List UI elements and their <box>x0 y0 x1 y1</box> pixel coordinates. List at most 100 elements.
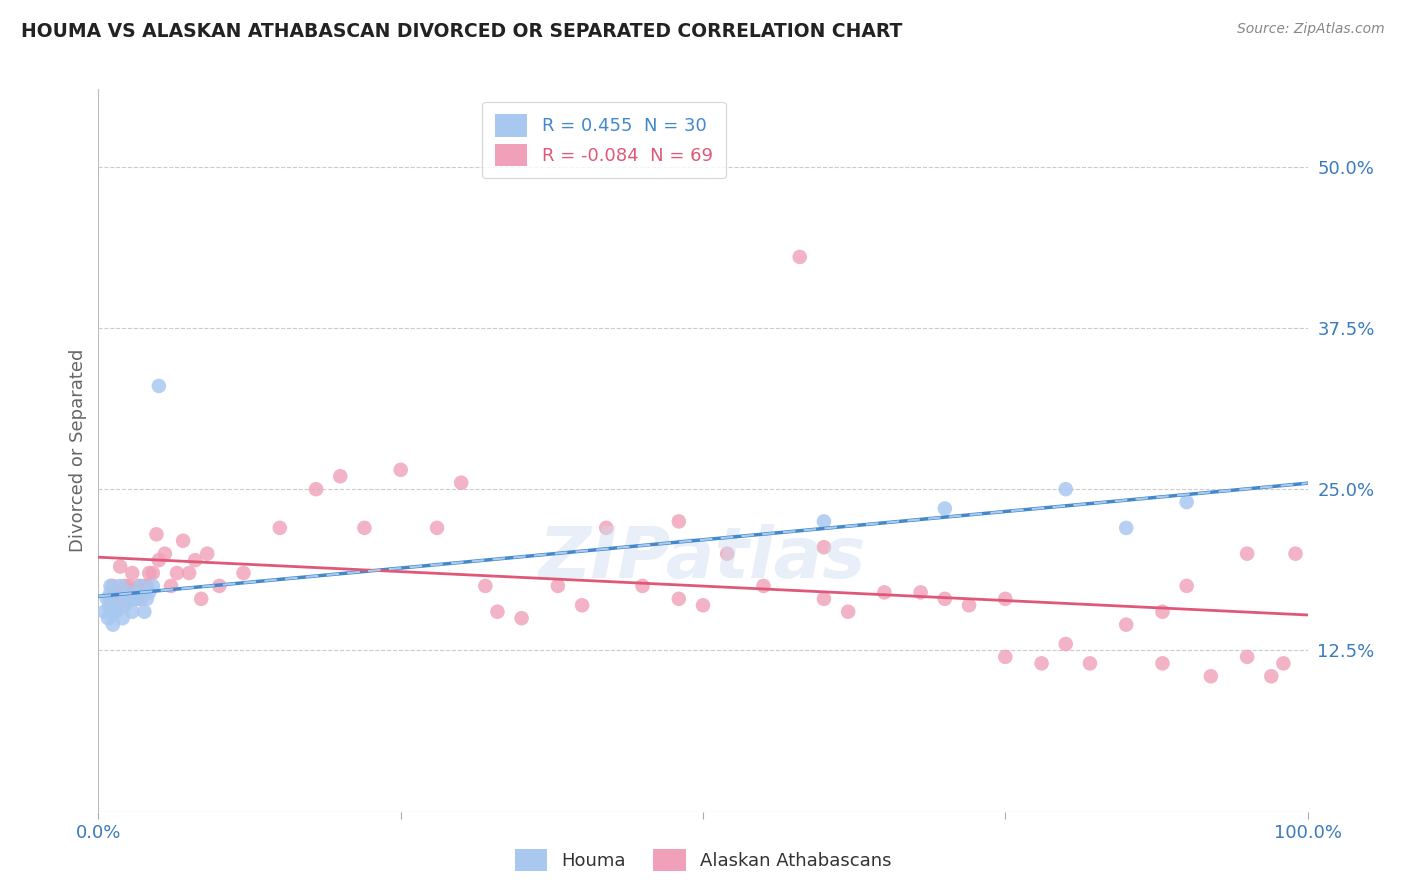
Point <box>114 599 136 613</box>
Point <box>135 579 157 593</box>
Point <box>595 521 617 535</box>
Point <box>190 591 212 606</box>
Point <box>98 599 121 613</box>
Point <box>873 585 896 599</box>
Point <box>837 605 859 619</box>
Point <box>138 566 160 580</box>
Point <box>105 591 128 606</box>
Point <box>114 579 136 593</box>
Point <box>1175 579 1198 593</box>
Point <box>138 585 160 599</box>
Point <box>957 599 980 613</box>
Point <box>1054 637 1077 651</box>
Point <box>813 540 835 554</box>
Point <box>1115 521 1137 535</box>
Point <box>121 566 143 580</box>
Point <box>789 250 811 264</box>
Point <box>124 591 146 606</box>
Point <box>389 463 412 477</box>
Point <box>813 515 835 529</box>
Point <box>668 591 690 606</box>
Point <box>145 527 167 541</box>
Point <box>910 585 932 599</box>
Point <box>166 566 188 580</box>
Point <box>631 579 654 593</box>
Point <box>108 579 131 593</box>
Point <box>305 482 328 496</box>
Point <box>153 547 176 561</box>
Legend: Houma, Alaskan Athabascans: Houma, Alaskan Athabascans <box>508 842 898 879</box>
Point <box>100 579 122 593</box>
Point <box>1115 617 1137 632</box>
Point <box>208 579 231 593</box>
Point <box>571 599 593 613</box>
Point <box>93 605 115 619</box>
Point <box>160 579 183 593</box>
Point <box>142 566 165 580</box>
Point <box>124 591 146 606</box>
Point <box>752 579 775 593</box>
Point <box>101 617 124 632</box>
Point <box>269 521 291 535</box>
Point <box>1236 649 1258 664</box>
Point <box>329 469 352 483</box>
Point <box>129 579 152 593</box>
Text: Source: ZipAtlas.com: Source: ZipAtlas.com <box>1237 22 1385 37</box>
Point <box>716 547 738 561</box>
Point <box>118 591 141 606</box>
Point <box>111 599 134 613</box>
Point <box>148 553 170 567</box>
Point <box>97 611 120 625</box>
Legend: R = 0.455  N = 30, R = -0.084  N = 69: R = 0.455 N = 30, R = -0.084 N = 69 <box>482 102 725 178</box>
Point <box>100 585 122 599</box>
Point <box>1031 657 1053 671</box>
Point <box>103 605 125 619</box>
Point <box>1175 495 1198 509</box>
Point <box>118 585 141 599</box>
Point <box>1152 605 1174 619</box>
Point <box>692 599 714 613</box>
Point <box>142 579 165 593</box>
Point <box>134 605 156 619</box>
Text: HOUMA VS ALASKAN ATHABASCAN DIVORCED OR SEPARATED CORRELATION CHART: HOUMA VS ALASKAN ATHABASCAN DIVORCED OR … <box>21 22 903 41</box>
Point <box>129 591 152 606</box>
Point <box>934 591 956 606</box>
Point <box>450 475 472 490</box>
Point <box>1199 669 1222 683</box>
Point <box>96 591 118 606</box>
Text: ZIPatlas: ZIPatlas <box>540 524 866 593</box>
Point <box>1152 657 1174 671</box>
Point <box>668 515 690 529</box>
Point <box>101 579 124 593</box>
Point <box>127 579 149 593</box>
Point <box>100 605 122 619</box>
Point <box>232 566 254 580</box>
Point <box>172 533 194 548</box>
Point <box>994 591 1017 606</box>
Point <box>813 591 835 606</box>
Y-axis label: Divorced or Separated: Divorced or Separated <box>69 349 87 552</box>
Point <box>127 591 149 606</box>
Point <box>134 579 156 593</box>
Point <box>111 611 134 625</box>
Point <box>510 611 533 625</box>
Point <box>1078 657 1101 671</box>
Point <box>474 579 496 593</box>
Point <box>179 566 201 580</box>
Point <box>135 591 157 606</box>
Point <box>105 585 128 599</box>
Point <box>108 559 131 574</box>
Point <box>121 605 143 619</box>
Point <box>184 553 207 567</box>
Point <box>353 521 375 535</box>
Point <box>118 579 141 593</box>
Point <box>148 379 170 393</box>
Point <box>1054 482 1077 496</box>
Point <box>486 605 509 619</box>
Point <box>1260 669 1282 683</box>
Point <box>934 501 956 516</box>
Point <box>1272 657 1295 671</box>
Point <box>195 547 218 561</box>
Point <box>1236 547 1258 561</box>
Point <box>994 649 1017 664</box>
